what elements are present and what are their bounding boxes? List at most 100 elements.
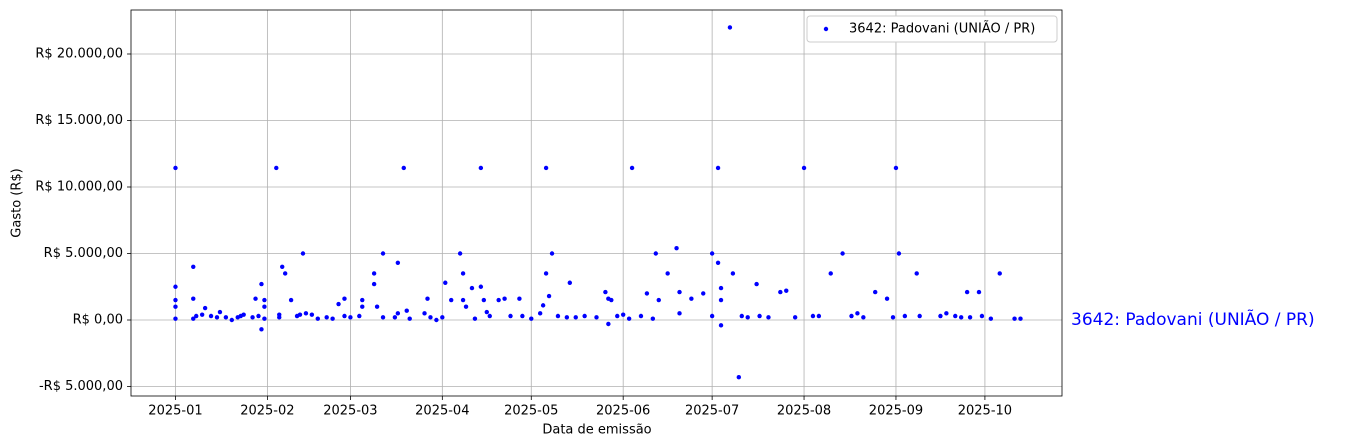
x-tick-label: 2025-09 [869,404,923,419]
point [360,297,365,303]
point [191,264,196,270]
point [629,165,635,171]
point [208,313,214,319]
point [784,288,789,293]
point [277,312,282,317]
legend-marker [823,26,829,32]
point [463,304,469,309]
point [594,315,599,320]
x-tick-label: 2025-06 [596,404,650,419]
point [280,264,285,270]
point [194,313,199,319]
point [615,313,620,319]
point [380,315,386,320]
y-tick-label: -R$ 5.000,00 [39,379,123,394]
point [395,260,401,266]
point [745,315,750,320]
point [324,315,329,320]
x-tick-label: 2025-01 [148,404,202,419]
point [855,311,860,316]
point [502,296,507,301]
point [241,312,246,317]
point [404,308,409,313]
point [555,313,561,319]
point [567,280,573,285]
point [256,313,261,319]
point [520,313,525,319]
point [449,297,454,303]
point [496,297,501,303]
point [517,296,522,301]
point [540,303,546,308]
point [217,309,223,315]
point [653,251,658,256]
point [650,316,656,321]
point [395,311,401,316]
point [849,313,854,319]
point [529,316,534,321]
x-tick-label: 2025-10 [958,404,1012,419]
point [778,289,783,295]
point [727,25,733,30]
point [253,296,258,301]
point [967,315,973,320]
x-axis-label: Data de emissão [542,423,651,438]
point [674,245,679,251]
point [840,251,845,256]
point [478,284,484,289]
point [620,312,626,317]
point [546,293,552,299]
point [282,271,288,276]
point [665,271,670,276]
point [543,165,549,171]
y-tick-label: R$ 15.000,00 [35,113,123,128]
point [173,316,178,321]
point [472,316,478,321]
point [754,281,759,287]
point [401,165,406,171]
point [938,313,943,319]
point [890,315,896,320]
legend: 3642: Padovani (UNIÃO / PR) [806,15,1058,43]
point [229,317,235,323]
point [689,296,694,301]
point [259,281,264,287]
point [988,316,994,321]
point [173,304,178,309]
legend-box [806,15,1058,43]
point [508,313,513,319]
point [873,289,878,295]
point [348,315,353,320]
point [606,321,611,327]
point [958,315,964,320]
point [730,271,736,276]
point [718,285,724,291]
point [944,311,949,316]
point [425,296,430,301]
point [173,284,178,289]
point [964,289,970,295]
point [677,311,682,316]
point [371,271,377,276]
point [549,251,555,256]
point [677,289,682,295]
point [701,291,706,296]
y-tick-label: R$ 20.000,00 [35,46,123,61]
point [315,316,320,321]
point [407,316,412,321]
y-tick-label: R$ 0,00 [73,313,123,328]
y-axis-label: Gasto (R$) [10,168,25,237]
point [374,304,380,309]
point [736,374,742,380]
point [709,313,715,319]
point [484,309,489,315]
point [914,271,919,276]
point [801,165,807,171]
point [543,271,549,276]
point [173,297,178,303]
point [478,165,484,171]
point [582,313,587,319]
x-tick-label: 2025-05 [504,404,558,419]
point [434,317,439,323]
